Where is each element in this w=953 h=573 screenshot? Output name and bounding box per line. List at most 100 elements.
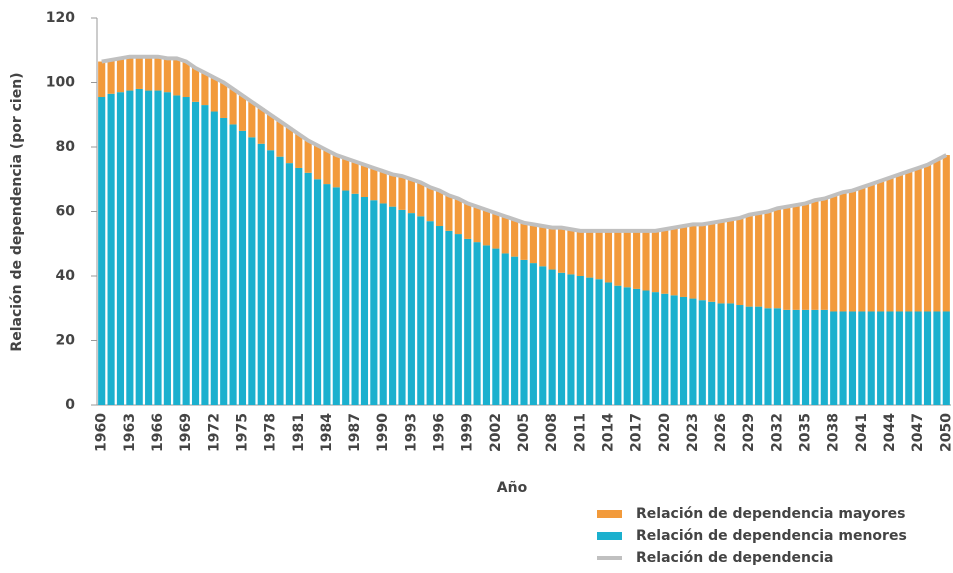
x-tick-label: 1996 — [432, 413, 448, 452]
x-tick-label: 2032 — [769, 413, 785, 452]
bar — [848, 311, 857, 405]
bar — [473, 242, 481, 405]
bar — [633, 288, 641, 405]
bar — [370, 200, 378, 405]
bar — [398, 176, 406, 210]
bar — [755, 213, 763, 307]
x-tick-label: 2017 — [629, 413, 645, 452]
bar — [435, 226, 444, 405]
bar — [651, 230, 659, 293]
legend-label: Relación de dependencia — [636, 550, 834, 566]
bar — [360, 164, 369, 197]
bar — [163, 58, 171, 93]
bar — [811, 200, 819, 310]
bar — [426, 187, 434, 222]
bar — [445, 230, 453, 405]
x-tick-label: 1966 — [150, 413, 166, 452]
bar — [323, 150, 331, 185]
bar — [830, 195, 838, 312]
bar — [285, 163, 293, 405]
bar — [379, 203, 387, 405]
x-tick-label: 2038 — [826, 413, 842, 452]
bar — [511, 219, 519, 257]
bar — [529, 224, 537, 264]
x-tick-label: 1981 — [291, 413, 307, 452]
bar — [933, 159, 941, 312]
bar — [839, 311, 847, 405]
bar — [867, 311, 875, 405]
bar — [820, 309, 828, 405]
bar — [220, 117, 228, 405]
bar — [576, 276, 584, 405]
bar — [257, 108, 265, 144]
bar — [285, 127, 293, 164]
bar — [210, 111, 218, 406]
x-tick-label: 1993 — [403, 413, 419, 452]
bar — [755, 306, 763, 405]
bar — [717, 303, 725, 405]
bar — [342, 190, 350, 405]
x-tick-label: 1978 — [263, 413, 279, 452]
bar — [295, 167, 303, 405]
bar — [886, 311, 894, 405]
y-tick-label: 20 — [56, 333, 76, 349]
bar — [708, 222, 716, 302]
bar — [942, 311, 950, 405]
bar — [614, 285, 622, 405]
x-tick-label: 2002 — [488, 413, 504, 452]
bar — [173, 95, 181, 406]
bar — [539, 226, 547, 267]
bar — [107, 59, 115, 94]
bar — [145, 90, 153, 405]
bar — [679, 226, 688, 297]
y-tick-label: 80 — [56, 139, 76, 155]
bar — [116, 58, 125, 93]
bar — [238, 130, 247, 405]
bar — [773, 308, 781, 405]
bar — [154, 56, 162, 91]
legend-label: Relación de dependencia menores — [636, 528, 907, 544]
bar — [642, 290, 650, 405]
bar — [248, 101, 256, 138]
bar — [323, 184, 331, 405]
bar — [332, 155, 340, 188]
legend-swatch — [597, 532, 622, 540]
bar — [379, 171, 387, 204]
bar — [135, 56, 143, 89]
bar — [417, 182, 425, 217]
bar — [454, 234, 462, 405]
bar — [698, 300, 706, 405]
y-tick-label: 40 — [56, 268, 76, 284]
bar — [604, 230, 613, 283]
bar — [511, 256, 519, 405]
x-tick-label: 2014 — [600, 413, 616, 452]
bar — [895, 311, 903, 405]
x-tick-label: 2020 — [657, 413, 673, 452]
bar — [135, 88, 143, 405]
x-tick-label: 1960 — [94, 413, 110, 452]
bar — [670, 227, 678, 296]
x-tick-label: 1999 — [460, 413, 476, 452]
x-tick-label: 2035 — [798, 413, 814, 452]
bar — [407, 179, 415, 214]
bar — [313, 179, 322, 405]
bar — [679, 296, 688, 405]
bar — [623, 230, 631, 288]
bar — [145, 56, 153, 91]
x-tick-label: 1972 — [206, 413, 222, 452]
bar — [257, 143, 265, 405]
x-tick-label: 2023 — [685, 413, 701, 452]
legend-swatch — [597, 510, 622, 518]
bar — [923, 311, 932, 405]
bar — [745, 214, 753, 307]
bar — [886, 177, 894, 312]
y-tick-label: 0 — [65, 397, 75, 413]
bar — [295, 134, 303, 168]
bar — [182, 61, 190, 98]
bar — [717, 221, 725, 304]
bar — [276, 121, 284, 157]
bar — [905, 171, 913, 312]
x-tick-label: 2005 — [516, 413, 532, 452]
bar — [454, 198, 462, 235]
bar — [210, 77, 218, 112]
